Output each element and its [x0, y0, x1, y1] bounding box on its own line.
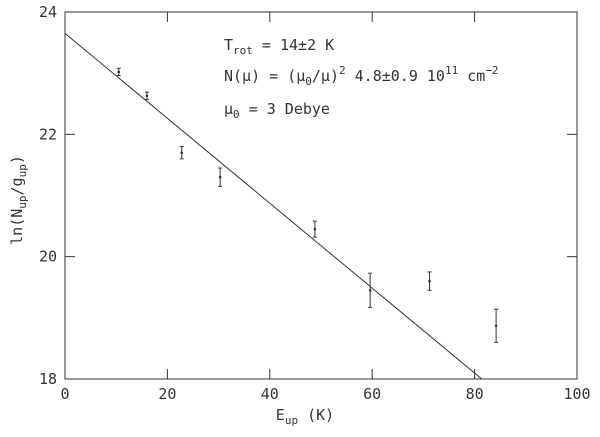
x-tick-label: 0: [60, 385, 69, 403]
annotation-part: −2: [485, 64, 498, 77]
plot-frame: [64, 11, 578, 380]
annotation-part: /μ): [312, 67, 339, 85]
annotation-part: rot: [233, 44, 253, 57]
annotation-part: = 14±2 K: [253, 36, 334, 54]
y-axis-label: ln(Nup/gup): [8, 155, 29, 245]
y-tick-label: 18: [39, 370, 57, 388]
label-part: (K): [298, 406, 334, 424]
x-tick-label: 40: [261, 385, 279, 403]
point: [180, 151, 184, 154]
label-part: up: [285, 414, 298, 427]
annotation-part: 2: [339, 64, 346, 77]
label-part: ln(N: [8, 209, 26, 245]
point: [117, 70, 121, 74]
label-part: up: [16, 195, 29, 208]
y-tick-label: 24: [39, 3, 57, 21]
y-tick-label: 20: [39, 248, 57, 266]
annotation-part: = 3 Debye: [240, 100, 330, 118]
x-tick-label: 60: [363, 385, 381, 403]
point: [218, 175, 222, 179]
point: [494, 324, 498, 328]
annotation-part: 0: [233, 108, 240, 121]
annotation: N(μ) = (μ0/μ)2 4.8±0.9 1011 cm−2: [224, 64, 499, 88]
point: [313, 227, 317, 231]
annotation-part: N(μ) = (μ: [224, 67, 305, 85]
annotation-part: 11: [445, 64, 458, 77]
annotation-part: μ: [224, 100, 233, 118]
annotation: Trot = 14±2 K: [224, 36, 334, 57]
label-part: /g: [8, 177, 26, 195]
annotation-part: 4.8±0.9 10: [346, 67, 445, 85]
annotation-part: 0: [305, 75, 312, 88]
annotation: μ0 = 3 Debye: [224, 100, 330, 121]
point: [428, 279, 431, 283]
y-tick-label: 22: [39, 125, 57, 143]
x-tick-label: 20: [158, 385, 176, 403]
point: [145, 94, 149, 98]
label-part: up: [16, 164, 29, 177]
x-axis-label: Eup (K): [276, 406, 334, 427]
label-part: ): [8, 155, 26, 164]
x-tick-label: 100: [563, 385, 590, 403]
annotation-part: T: [224, 36, 233, 54]
annotation-part: cm: [458, 67, 485, 85]
point: [368, 289, 372, 292]
x-tick-label: 80: [466, 385, 484, 403]
label-part: E: [276, 406, 285, 424]
fit-line: [64, 33, 483, 380]
